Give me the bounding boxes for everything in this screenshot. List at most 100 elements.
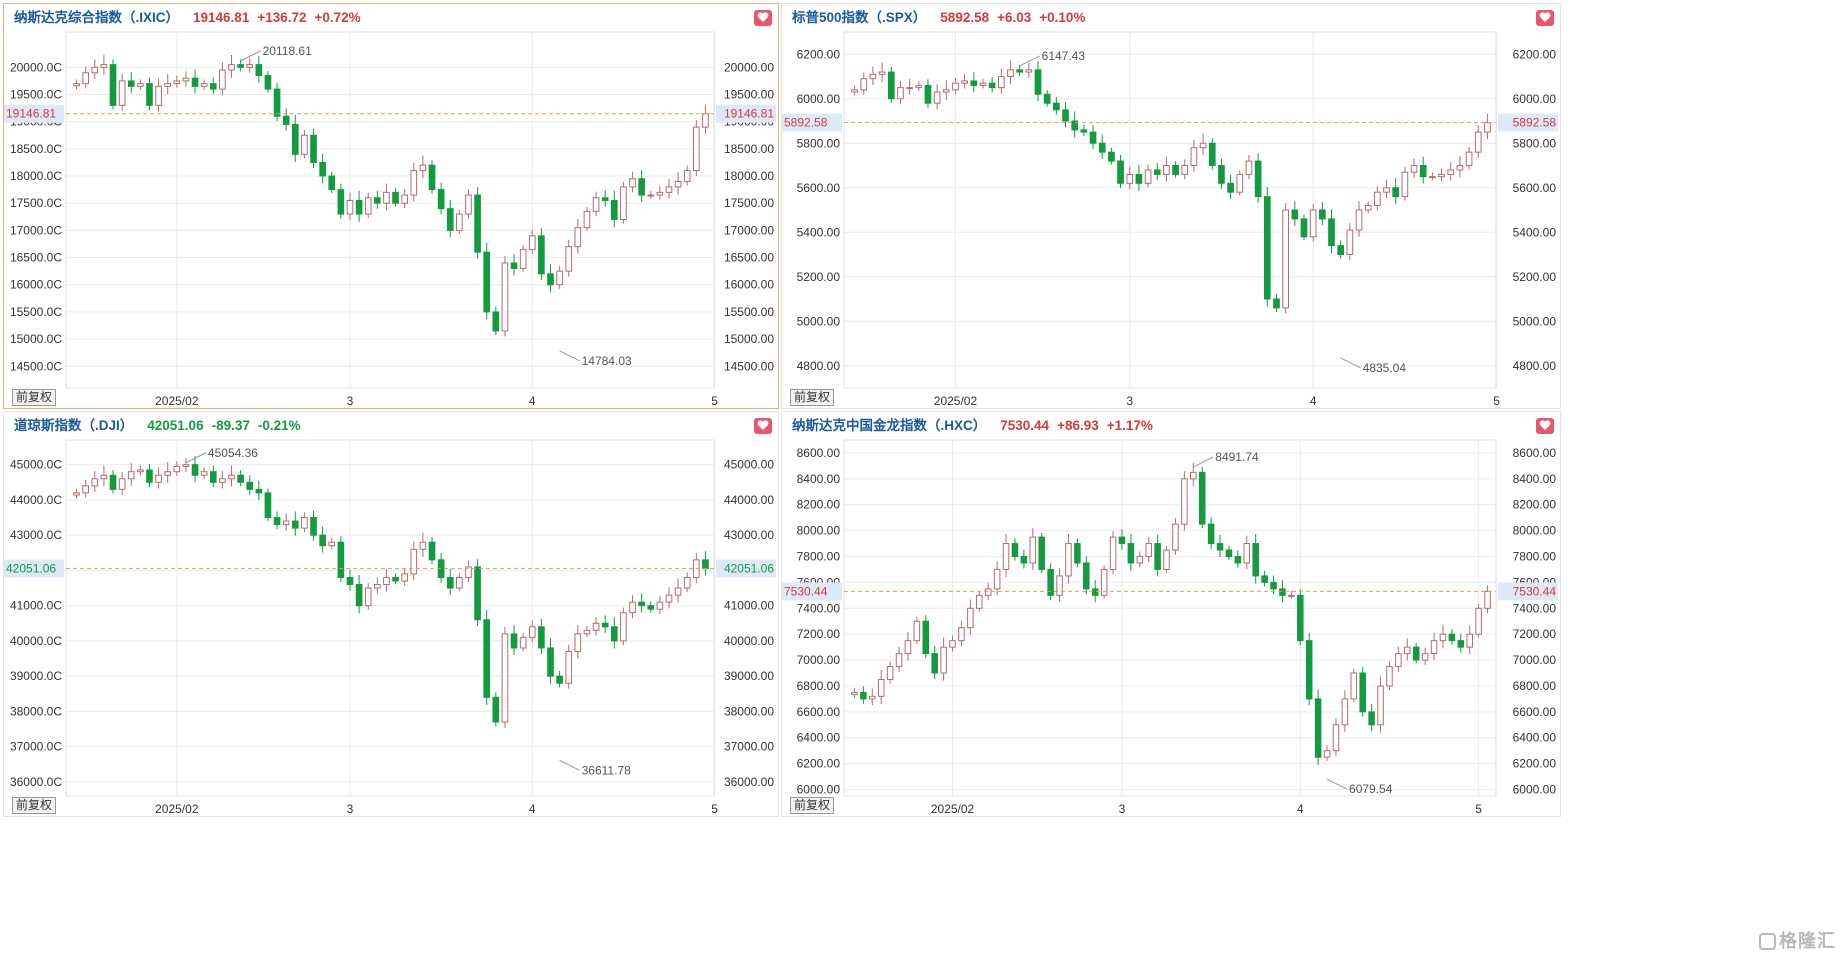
candle	[1029, 528, 1037, 570]
candle	[1392, 178, 1400, 205]
candle-body	[1016, 69, 1024, 73]
y-tick-label-right: 36000.00	[724, 775, 774, 789]
candle	[392, 573, 399, 585]
candle	[510, 254, 518, 276]
candle	[556, 265, 563, 289]
candle-body	[91, 66, 99, 74]
adjust-mode-button[interactable]: 前复权	[12, 389, 57, 406]
y-tick-label-right: 5800.00	[1513, 136, 1557, 150]
y-tick-label-left: 8400.00	[797, 472, 841, 486]
candle	[538, 618, 545, 655]
low-annotation-line	[559, 350, 580, 362]
candle	[237, 59, 244, 72]
candle-body	[310, 134, 317, 163]
last-price-tag-text: 42051.06	[724, 562, 774, 576]
chart-panel-ixic[interactable]: 14500.0C 14500.00 15000.0C 15000.00 15500.0C…	[3, 3, 779, 409]
favorite-heart-button[interactable]	[754, 10, 772, 26]
y-tick-label-left: 5000.00	[797, 314, 841, 328]
candle-body	[510, 262, 518, 269]
y-tick-label-right: 17000.00	[724, 223, 774, 237]
candle	[565, 644, 573, 689]
candle-body	[1374, 191, 1381, 207]
candle	[1457, 633, 1465, 653]
candle	[191, 455, 199, 483]
y-tick-label-right: 8200.00	[1513, 498, 1557, 512]
candle	[1145, 536, 1152, 563]
candle	[656, 596, 664, 615]
candle-body	[1108, 151, 1115, 162]
candle-body	[310, 517, 317, 536]
x-tick-label: 2025/02	[931, 802, 975, 816]
candle	[401, 189, 408, 209]
chart-panel-hxc[interactable]: 6000.00 6000.00 6200.00 6200.00 6400.00 6400.…	[781, 411, 1561, 817]
candle	[915, 81, 923, 92]
candle-body	[282, 520, 290, 526]
favorite-heart-button[interactable]	[1536, 10, 1554, 26]
candle-body	[219, 69, 226, 90]
candle-body	[693, 559, 700, 578]
candle	[1043, 90, 1051, 107]
chart-panel-dji[interactable]: 36000.0C 36000.00 37000.0C 37000.00 38000.0C…	[3, 411, 779, 817]
candle	[319, 153, 326, 184]
candle	[1198, 467, 1206, 529]
adjust-mode-button[interactable]: 前复权	[790, 389, 835, 406]
candle	[1309, 203, 1317, 242]
candle	[446, 199, 454, 238]
y-tick-label-right: 5600.00	[1513, 181, 1557, 195]
candle-body	[1270, 581, 1277, 590]
candle-body	[1100, 568, 1108, 596]
favorite-heart-button[interactable]	[754, 418, 772, 434]
candle-body	[528, 235, 536, 250]
candle-body	[474, 194, 481, 253]
candle	[877, 669, 885, 705]
candle	[1475, 604, 1482, 638]
candle-body	[592, 622, 600, 631]
candle	[1208, 138, 1216, 170]
low-annotation-label: 14784.03	[582, 354, 632, 368]
candle	[1091, 580, 1099, 603]
candle-body	[583, 210, 591, 229]
price-change: +6.03	[997, 10, 1032, 25]
y-tick-label-left: 5800.00	[797, 136, 841, 150]
candle-body	[155, 474, 162, 483]
last-price: 7530.44	[1000, 418, 1050, 433]
plot-frame	[843, 31, 1497, 389]
candle	[1395, 646, 1402, 673]
candle-body	[1386, 666, 1393, 687]
candle	[392, 188, 399, 207]
candle-body	[1117, 160, 1124, 184]
candle	[1144, 164, 1152, 188]
candle	[620, 607, 627, 646]
favorite-heart-button[interactable]	[1536, 418, 1554, 434]
candle-body	[574, 633, 582, 652]
candle-body	[100, 474, 108, 480]
candle-body	[538, 626, 545, 649]
candle	[702, 551, 709, 576]
candle	[474, 559, 481, 627]
candle-body	[674, 587, 682, 596]
candle-body	[1218, 165, 1225, 184]
last-price-tag-left	[782, 113, 842, 132]
candle	[501, 626, 509, 728]
candle-body	[665, 594, 673, 603]
chart-panel-spx[interactable]: 4800.00 4800.00 5000.00 5000.00 5200.00 5200.…	[781, 3, 1561, 409]
candle	[109, 59, 117, 110]
candle	[346, 569, 354, 591]
candle-body	[1020, 556, 1028, 564]
candle-body	[1074, 543, 1081, 564]
y-tick-label-right: 40000.00	[724, 634, 774, 648]
candle	[1484, 585, 1491, 614]
y-tick-label-right: 6800.00	[1513, 679, 1557, 693]
y-tick-label-right: 6400.00	[1513, 731, 1557, 745]
candlestick-chart: 6000.00 6000.00 6200.00 6200.00 6400.00 6400.…	[782, 439, 1558, 816]
candle-body	[383, 191, 390, 204]
candle	[483, 610, 491, 705]
candle	[886, 661, 894, 684]
candle	[337, 536, 345, 583]
candle	[574, 625, 582, 659]
candle	[1328, 209, 1335, 254]
adjust-mode-button[interactable]: 前复权	[12, 797, 57, 814]
candle	[374, 577, 381, 594]
price-change: -89.37	[211, 418, 250, 433]
adjust-mode-button[interactable]: 前复权	[790, 797, 835, 814]
